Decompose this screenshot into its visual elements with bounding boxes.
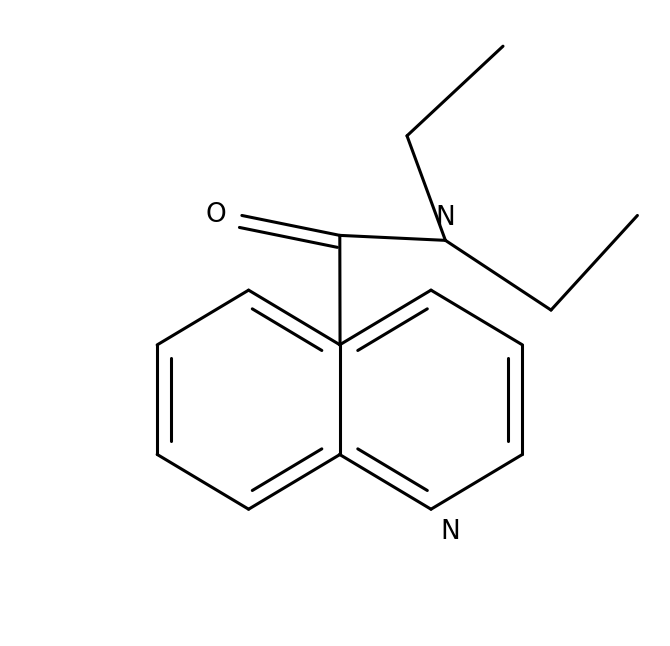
Text: O: O	[205, 202, 226, 229]
Text: N: N	[436, 205, 456, 231]
Text: N: N	[441, 519, 460, 545]
